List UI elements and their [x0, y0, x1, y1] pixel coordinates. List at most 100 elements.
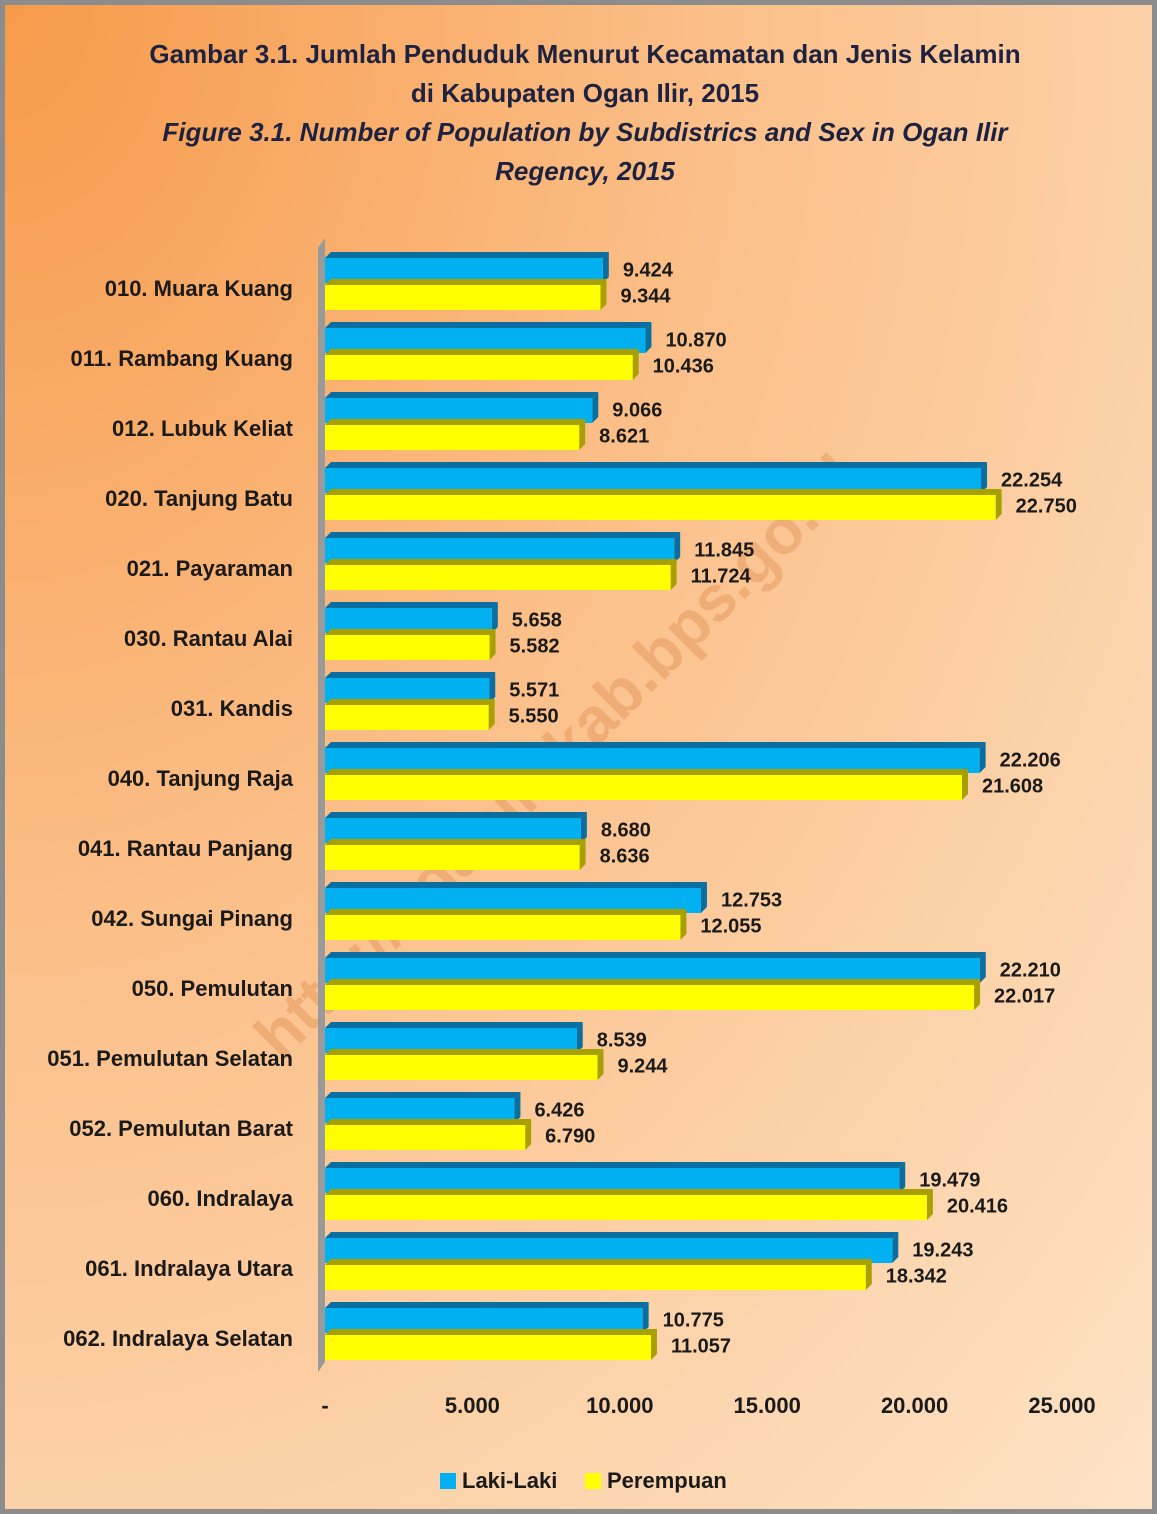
bar-top [325, 392, 599, 398]
bar-top [325, 699, 495, 705]
bar-side [974, 979, 981, 1010]
bar-top [325, 769, 969, 775]
y-tick-label: 062. Indralaya Selatan [63, 1326, 293, 1351]
bar-side [680, 909, 687, 940]
bar-side [995, 489, 1002, 520]
bar-top [325, 1232, 899, 1238]
bar-side [632, 349, 639, 380]
value-label: 8.636 [600, 845, 650, 867]
legend-swatch [585, 1473, 601, 1489]
value-label: 12.055 [700, 915, 761, 937]
bar [325, 748, 980, 773]
bar-side [602, 252, 609, 283]
legend-label: Laki-Laki [462, 1468, 557, 1493]
value-label: 22.750 [1016, 495, 1077, 517]
bar-top [325, 349, 639, 355]
bar [325, 1168, 900, 1193]
bar-side [491, 602, 498, 633]
bar-top [325, 882, 707, 888]
bar-side [979, 742, 986, 773]
value-label: 9.344 [620, 285, 671, 307]
bar [325, 608, 492, 633]
value-label: 9.424 [623, 259, 674, 281]
bar [325, 915, 681, 940]
bar-side [580, 812, 587, 843]
bar [325, 565, 671, 590]
value-label: 18.342 [886, 1265, 947, 1287]
bar-side [579, 419, 586, 450]
y-tick-label: 050. Pemulutan [132, 976, 293, 1001]
bar-side [674, 532, 681, 563]
bar-side [592, 392, 599, 423]
y-tick-label: 012. Lubuk Keliat [112, 416, 294, 441]
y-tick-label: 031. Kandis [171, 696, 293, 721]
bar-top [325, 629, 496, 635]
bar [325, 328, 646, 353]
bar [325, 1265, 866, 1290]
legend-swatch [440, 1473, 456, 1489]
y-tick-label: 060. Indralaya [147, 1186, 293, 1211]
bar-side [600, 279, 607, 310]
value-label: 22.017 [994, 985, 1055, 1007]
value-label: 8.680 [601, 819, 651, 841]
bar-top [325, 1022, 583, 1028]
bar-top [325, 559, 677, 565]
bar-side [489, 672, 496, 703]
y-tick-label: 041. Rantau Panjang [78, 836, 293, 861]
value-label: 19.243 [912, 1239, 973, 1261]
bar [325, 818, 581, 843]
axis-wall [318, 238, 325, 1372]
y-tick-label: 021. Payaraman [127, 556, 293, 581]
value-label: 22.210 [1000, 959, 1061, 981]
y-tick-label: 011. Rambang Kuang [70, 346, 293, 371]
value-label: 10.870 [665, 329, 726, 351]
bar [325, 1125, 526, 1150]
bar-side [981, 462, 988, 493]
value-label: 22.206 [1000, 749, 1061, 771]
value-label: 6.426 [534, 1099, 584, 1121]
bar-side [514, 1092, 521, 1123]
y-tick-label: 010. Muara Kuang [105, 276, 293, 301]
y-tick-label: 030. Rantau Alai [124, 626, 293, 651]
y-tick-label: 020. Tanjung Batu [105, 486, 293, 511]
bar [325, 635, 490, 660]
value-label: 11.724 [691, 565, 752, 587]
bar-top [325, 952, 986, 958]
value-label: 11.845 [694, 539, 754, 561]
bar-side [892, 1232, 899, 1263]
value-label: 10.775 [663, 1309, 724, 1331]
bar-side [926, 1189, 933, 1220]
bar-top [325, 1162, 906, 1168]
bar-side [670, 559, 677, 590]
bar-top [325, 909, 687, 915]
bar-side [489, 629, 496, 660]
bar-side [642, 1302, 649, 1333]
y-tick-label: 051. Pemulutan Selatan [47, 1046, 293, 1071]
bar [325, 845, 580, 870]
bar-side [979, 952, 986, 983]
value-label: 5.658 [512, 609, 562, 631]
bar-top [325, 322, 652, 328]
y-tick-label: 052. Pemulutan Barat [69, 1116, 293, 1141]
x-tick-label: 20.000 [881, 1393, 948, 1418]
bar [325, 1195, 927, 1220]
chart-title: Gambar 3.1. Jumlah Penduduk Menurut Keca… [149, 39, 1021, 108]
bar-top [325, 1119, 532, 1125]
value-label: 6.790 [545, 1125, 595, 1147]
legend-label: Perempuan [607, 1468, 727, 1493]
bar-side [579, 839, 586, 870]
bar [325, 1055, 598, 1080]
bar [325, 985, 975, 1010]
bar-side [865, 1259, 872, 1290]
bar [325, 495, 996, 520]
value-label: 22.254 [1001, 469, 1063, 491]
x-tick-label: 15.000 [734, 1393, 801, 1418]
bar [325, 1238, 893, 1263]
bar-side [576, 1022, 583, 1053]
bar-side [899, 1162, 906, 1193]
bar [325, 468, 982, 493]
x-tick-label: 10.000 [586, 1393, 653, 1418]
bar-side [645, 322, 652, 353]
bar [325, 1028, 577, 1053]
